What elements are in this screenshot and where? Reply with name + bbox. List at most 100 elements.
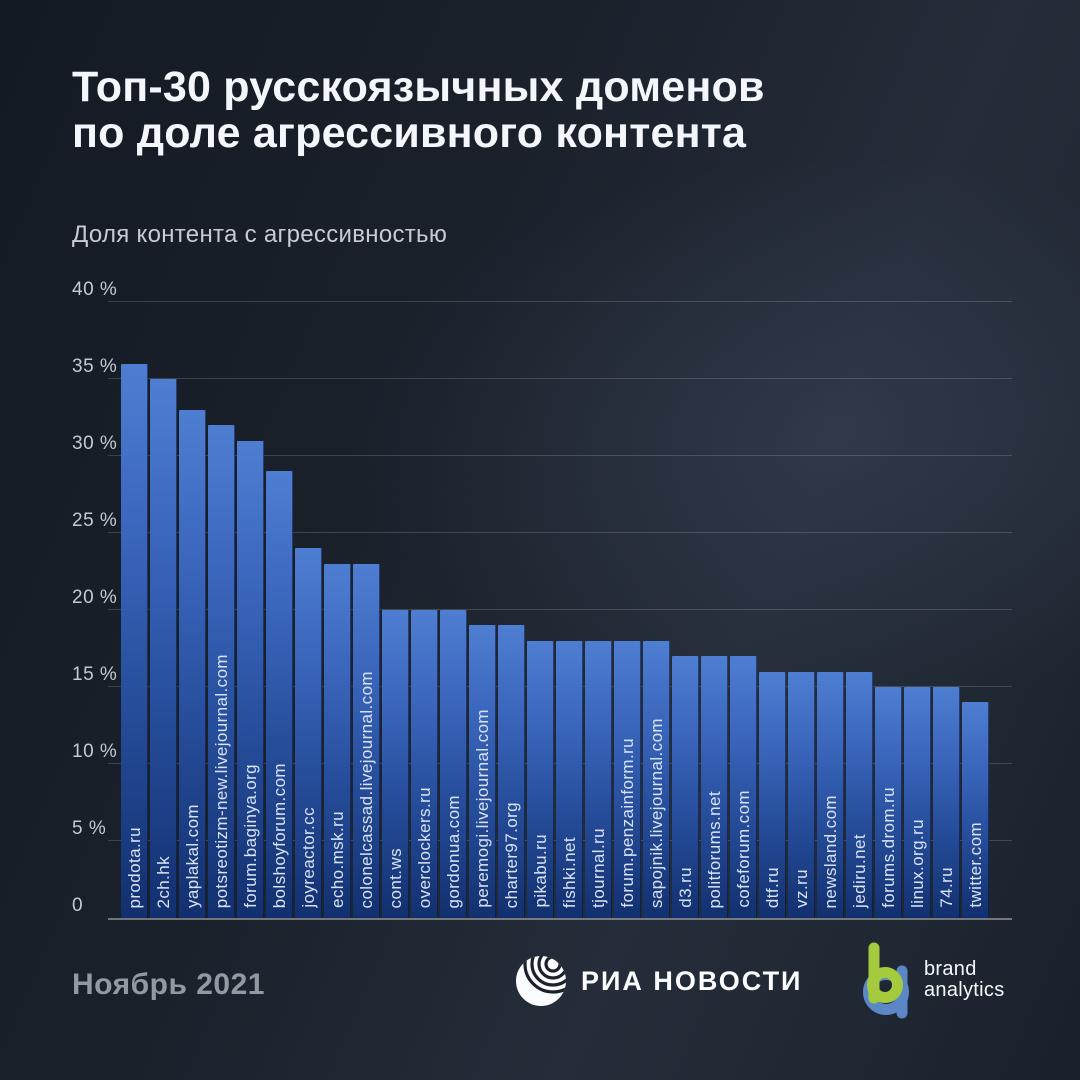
ria-novosti-logo: РИА НОВОСТИ bbox=[515, 955, 802, 1007]
bar-pikabu.ru: pikabu.ru bbox=[527, 640, 554, 918]
bar-label: sapojnik.livejournal.com bbox=[643, 718, 670, 908]
bar-label: d3.ru bbox=[672, 867, 699, 908]
bars-container: prodota.ru 2ch.hk yaplakal.com potsreotizm-… bbox=[121, 302, 989, 918]
bar-label-text: colonelcassad.livejournal.com bbox=[356, 670, 376, 908]
bar-overclockers.ru: overclockers.ru bbox=[411, 610, 438, 918]
period-label: Ноябрь 2021 bbox=[72, 968, 265, 1001]
ria-globe-icon bbox=[515, 955, 567, 1007]
bar-d3.ru: d3.ru bbox=[672, 656, 699, 918]
bar-label: linux.org.ru bbox=[904, 819, 931, 908]
bar-label: bolshoyforum.com bbox=[266, 763, 293, 908]
bar-label-text: bolshoyforum.com bbox=[269, 762, 289, 908]
y-axis-tick-label: 15 % bbox=[72, 664, 118, 685]
bar-label-text: vz.ru bbox=[791, 869, 811, 908]
bar-label-text: sapojnik.livejournal.com bbox=[646, 717, 666, 908]
bar-jediru.net: jediru.net bbox=[846, 671, 873, 918]
y-axis-tick-label: 35 % bbox=[72, 356, 118, 377]
bar-label: charter97.org bbox=[498, 802, 525, 908]
gridline-40 bbox=[108, 301, 1012, 302]
bar-forums.drom.ru: forums.drom.ru bbox=[875, 687, 902, 918]
bar-yaplakal.com: yaplakal.com bbox=[179, 409, 206, 918]
bar-label: 2ch.hk bbox=[150, 856, 177, 909]
bar-label: potsreotizm-new.livejournal.com bbox=[208, 654, 235, 908]
bar-label: joyreactor.cc bbox=[295, 807, 322, 908]
bar-label: jediru.net bbox=[846, 834, 873, 908]
bar-label-text: linux.org.ru bbox=[907, 819, 927, 908]
bar-fishki.net: fishki.net bbox=[556, 640, 583, 918]
bar-label-text: dtf.ru bbox=[762, 866, 782, 908]
bar-label-text: forum.baginya.org bbox=[240, 764, 260, 908]
bar-cont.ws: cont.ws bbox=[382, 610, 409, 918]
bar-prodota.ru: prodota.ru bbox=[121, 363, 148, 918]
bar-charter97.org: charter97.org bbox=[498, 625, 525, 918]
analytics-word: analytics bbox=[924, 979, 1005, 1001]
bar-forum.penzainform.ru: forum.penzainform.ru bbox=[614, 640, 641, 918]
brand-analytics-logo: brand analytics bbox=[856, 940, 1005, 1020]
y-axis-tick-label: 0 bbox=[72, 895, 84, 916]
bar-label-text: tjournal.ru bbox=[588, 828, 608, 908]
bar-label-text: 74.ru bbox=[936, 867, 956, 908]
bar-label: fishki.net bbox=[556, 837, 583, 908]
bar-bolshoyforum.com: bolshoyforum.com bbox=[266, 471, 293, 918]
bar-label-text: yaplakal.com bbox=[182, 803, 202, 908]
brand-analytics-monogram-icon bbox=[856, 940, 914, 1020]
bar-label: politforums.net bbox=[701, 791, 728, 909]
y-axis-tick-label: 5 % bbox=[72, 818, 107, 839]
bar-colonelcassad.livejournal.com: colonelcassad.livejournal.com bbox=[353, 563, 380, 918]
bar-peremogi.livejournal.com: peremogi.livejournal.com bbox=[469, 625, 496, 918]
bar-label: gordonua.com bbox=[440, 795, 467, 908]
bar-label-text: overclockers.ru bbox=[414, 786, 434, 908]
bar-linux.org.ru: linux.org.ru bbox=[904, 687, 931, 918]
y-axis-tick-label: 20 % bbox=[72, 587, 118, 608]
bar-label-text: twitter.com bbox=[965, 822, 985, 908]
page-title-line1: Топ-30 русскоязычных доменов bbox=[72, 63, 765, 111]
bar-label-text: cofeforum.com bbox=[733, 790, 753, 908]
y-axis-tick-label: 30 % bbox=[72, 433, 118, 454]
bar-label: tjournal.ru bbox=[585, 828, 612, 908]
bar-label-text: charter97.org bbox=[501, 801, 521, 908]
page-title: Топ-30 русскоязычных доменов по доле агре… bbox=[72, 64, 765, 156]
bar-label: pikabu.ru bbox=[527, 834, 554, 908]
brand-analytics-wordmark: brand analytics bbox=[924, 959, 1005, 1001]
bar-label-text: cont.ws bbox=[385, 847, 405, 908]
x-axis-line bbox=[108, 918, 1012, 920]
gridline-25 bbox=[108, 532, 1012, 533]
bar-label-text: politforums.net bbox=[704, 790, 724, 909]
ria-novosti-wordmark: РИА НОВОСТИ bbox=[581, 965, 803, 996]
bar-label-text: prodota.ru bbox=[124, 826, 144, 909]
bar-label-text: joyreactor.cc bbox=[298, 807, 318, 908]
bar-echo.msk.ru: echo.msk.ru bbox=[324, 563, 351, 918]
bar-label: dtf.ru bbox=[759, 867, 786, 908]
bar-joyreactor.cc: joyreactor.cc bbox=[295, 548, 322, 918]
bar-dtf.ru: dtf.ru bbox=[759, 671, 786, 918]
bar-label: twitter.com bbox=[962, 822, 989, 908]
bar-label-text: d3.ru bbox=[675, 867, 695, 908]
bar-label-text: peremogi.livejournal.com bbox=[472, 709, 492, 908]
bar-label: colonelcassad.livejournal.com bbox=[353, 671, 380, 908]
bar-forum.baginya.org: forum.baginya.org bbox=[237, 440, 264, 918]
bar-label: cofeforum.com bbox=[730, 790, 757, 908]
bar-label-text: 2ch.hk bbox=[153, 855, 173, 909]
bar-politforums.net: politforums.net bbox=[701, 656, 728, 918]
bar-label: echo.msk.ru bbox=[324, 811, 351, 908]
bar-twitter.com: twitter.com bbox=[962, 702, 989, 918]
bar-gordonua.com: gordonua.com bbox=[440, 610, 467, 918]
bar-label: prodota.ru bbox=[121, 827, 148, 909]
bar-label: overclockers.ru bbox=[411, 787, 438, 908]
bar-cofeforum.com: cofeforum.com bbox=[730, 656, 757, 918]
bar-label: forum.penzainform.ru bbox=[614, 738, 641, 908]
bar-label: yaplakal.com bbox=[179, 804, 206, 908]
gridline-35 bbox=[108, 378, 1012, 379]
bar-74.ru: 74.ru bbox=[933, 687, 960, 918]
brand-word: brand bbox=[924, 958, 977, 980]
bar-label-text: forums.drom.ru bbox=[878, 787, 898, 908]
y-axis-tick-label: 10 % bbox=[72, 741, 118, 762]
bar-label: cont.ws bbox=[382, 848, 409, 908]
bar-2ch.hk: 2ch.hk bbox=[150, 379, 177, 918]
y-axis-tick-label: 25 % bbox=[72, 510, 118, 531]
bar-label: newsland.com bbox=[817, 795, 844, 908]
bar-label-text: fishki.net bbox=[559, 836, 579, 908]
bar-label-text: pikabu.ru bbox=[530, 834, 550, 908]
